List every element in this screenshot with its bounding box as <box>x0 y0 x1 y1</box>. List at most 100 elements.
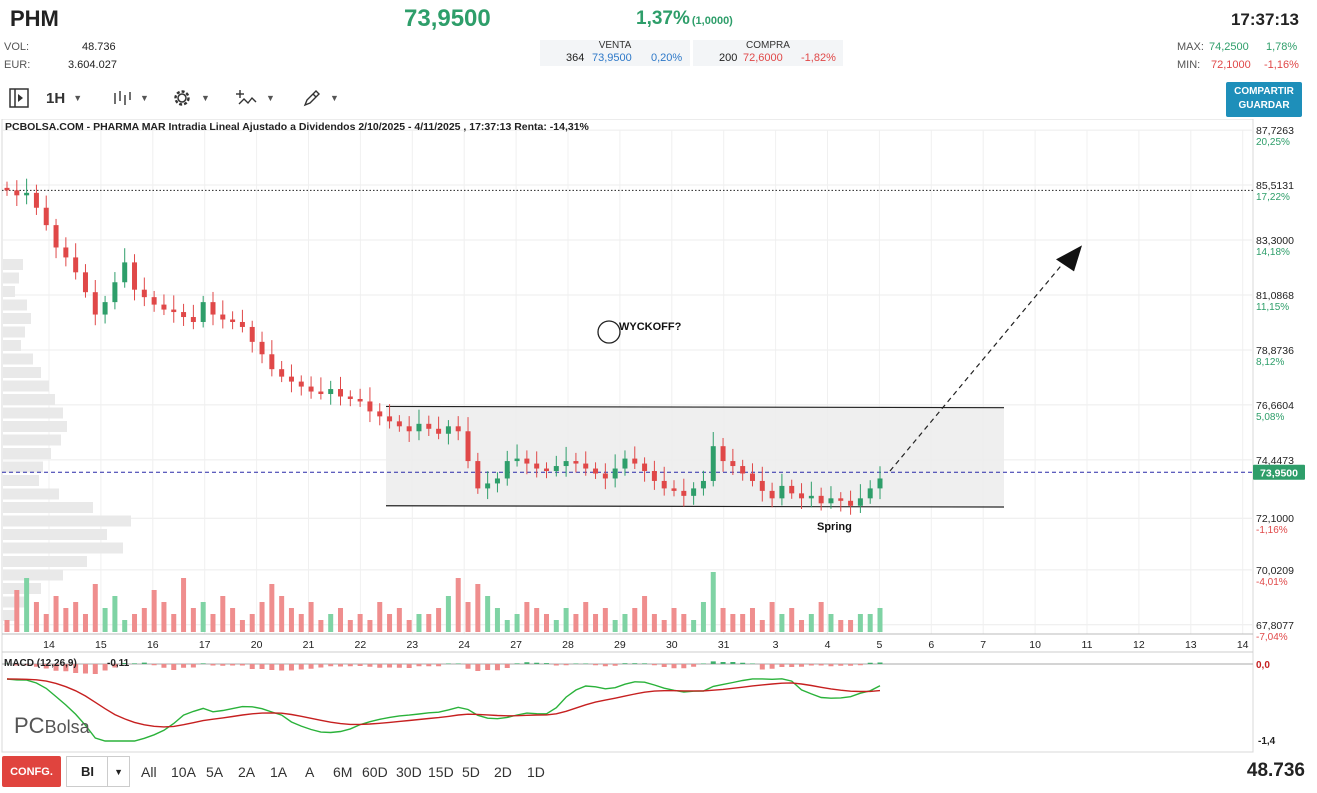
profile-bar <box>3 299 27 311</box>
macd-histogram-bar <box>494 664 500 671</box>
candle-body <box>455 426 461 432</box>
candle-body <box>465 431 471 462</box>
save-label: GUARDAR <box>1238 100 1290 111</box>
candle-body <box>43 207 49 226</box>
volume-bar <box>357 614 363 632</box>
last-price-label: 73,9500 <box>1260 467 1298 479</box>
range-button-a[interactable]: A <box>305 763 315 780</box>
volume-bar <box>181 578 187 632</box>
volume-bar <box>573 614 579 632</box>
profile-bar <box>3 569 63 581</box>
volume-bar <box>789 608 795 632</box>
bi-select[interactable]: BI ▼ <box>66 756 130 787</box>
y-tick-label: 70,0209 <box>1256 565 1294 577</box>
settings-dropdown[interactable]: ▼ <box>171 84 210 112</box>
x-tick-label: 31 <box>718 639 730 651</box>
profile-bar <box>3 286 15 297</box>
price-chart[interactable]: WYCKOFF? Spring PCBOLSA.COM - PHARMA MAR… <box>0 119 1317 753</box>
range-button-10a[interactable]: 10A <box>171 763 196 780</box>
candle-body <box>24 192 30 196</box>
range-button-1a[interactable]: 1A <box>270 763 288 780</box>
candle-body <box>445 426 451 434</box>
profile-bar <box>3 380 49 392</box>
volume-bar <box>543 614 549 632</box>
range-button-2d[interactable]: 2D <box>494 763 512 780</box>
panel-toggle-button[interactable] <box>8 84 30 112</box>
volume-bar <box>494 608 500 632</box>
macd-histogram-bar <box>543 663 549 664</box>
share-save-button[interactable]: COMPARTIR GUARDAR <box>1226 82 1302 117</box>
volume-bar <box>230 608 236 632</box>
volume-bar <box>593 614 599 632</box>
macd-histogram-bar <box>710 661 716 664</box>
y-tick-pct: -1,16% <box>1256 525 1288 536</box>
candle-body <box>318 391 324 395</box>
profile-bar <box>3 407 63 419</box>
macd-histogram-bar <box>691 664 697 667</box>
bi-label: BI <box>81 764 94 779</box>
macd-histogram-bar <box>681 664 687 669</box>
volume-bar <box>122 620 128 632</box>
volume-bar <box>700 602 706 632</box>
volume-bar <box>298 614 304 632</box>
macd-histogram-bar <box>190 664 196 668</box>
volume-bar <box>769 602 775 632</box>
vol-value: 48.736 <box>82 41 116 53</box>
macd-histogram-bar <box>828 664 834 667</box>
range-button-60d[interactable]: 60D <box>362 763 388 780</box>
range-button-1d[interactable]: 1D <box>527 763 545 780</box>
candle-body <box>210 302 216 315</box>
chart-type-dropdown[interactable]: ▼ <box>112 84 149 112</box>
candle-body <box>4 187 10 191</box>
profile-bar <box>3 394 55 405</box>
candle-body <box>524 458 530 464</box>
x-tick-label: 21 <box>303 639 315 651</box>
macd-histogram-bar <box>455 663 461 664</box>
range-button-15d[interactable]: 15D <box>428 763 454 780</box>
volume-bar <box>720 608 726 632</box>
volume-bar <box>877 608 883 632</box>
spring-annotation: Spring <box>817 521 852 533</box>
chevron-down-icon: ▼ <box>201 93 210 103</box>
interval-dropdown[interactable]: 1H ▼ <box>46 84 82 112</box>
profile-bar <box>3 475 39 486</box>
volume-bar <box>632 608 638 632</box>
volume-bar <box>416 614 422 632</box>
x-tick-label: 20 <box>251 639 263 651</box>
range-button-2a[interactable]: 2A <box>238 763 256 780</box>
range-button-5d[interactable]: 5D <box>462 763 480 780</box>
range-button-5a[interactable]: 5A <box>206 763 224 780</box>
candle-body <box>514 458 520 462</box>
macd-histogram-bar <box>171 664 177 670</box>
x-tick-label: 16 <box>147 639 159 651</box>
volume-bar <box>779 614 785 632</box>
range-button-6m[interactable]: 6M <box>333 763 353 780</box>
candle-body <box>112 282 118 303</box>
candle-body <box>779 485 785 499</box>
candle-body <box>612 468 618 479</box>
drawing-tools-dropdown[interactable]: ▼ <box>302 84 339 112</box>
min-label: MIN: <box>1177 59 1201 71</box>
indicators-dropdown[interactable]: ▼ <box>236 84 275 112</box>
macd-signal-line <box>6 678 881 728</box>
candle-body <box>73 257 79 273</box>
candle-body <box>122 262 128 283</box>
macd-histogram-bar <box>377 664 383 668</box>
range-button-30d[interactable]: 30D <box>396 763 422 780</box>
candle-body <box>230 319 236 322</box>
volume-bar <box>318 620 324 632</box>
macd-histogram-bar <box>210 664 216 666</box>
candle-body <box>82 272 88 293</box>
y-tick-pct: 5,08% <box>1256 412 1284 423</box>
macd-histogram-bar <box>857 664 863 666</box>
macd-histogram-bar <box>357 664 363 666</box>
eur-label: EUR: <box>4 59 31 71</box>
config-button[interactable]: CONFG. <box>2 756 61 787</box>
compra-qty: 200 <box>719 52 738 64</box>
candle-body <box>494 478 500 484</box>
volume-bar <box>691 620 697 632</box>
candle-body <box>485 483 491 489</box>
range-button-all[interactable]: All <box>141 763 157 780</box>
candle-body <box>338 389 344 397</box>
last-price: 73,9500 <box>404 5 491 32</box>
